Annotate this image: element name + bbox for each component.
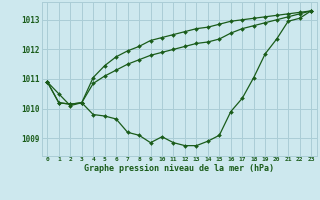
X-axis label: Graphe pression niveau de la mer (hPa): Graphe pression niveau de la mer (hPa) bbox=[84, 164, 274, 173]
